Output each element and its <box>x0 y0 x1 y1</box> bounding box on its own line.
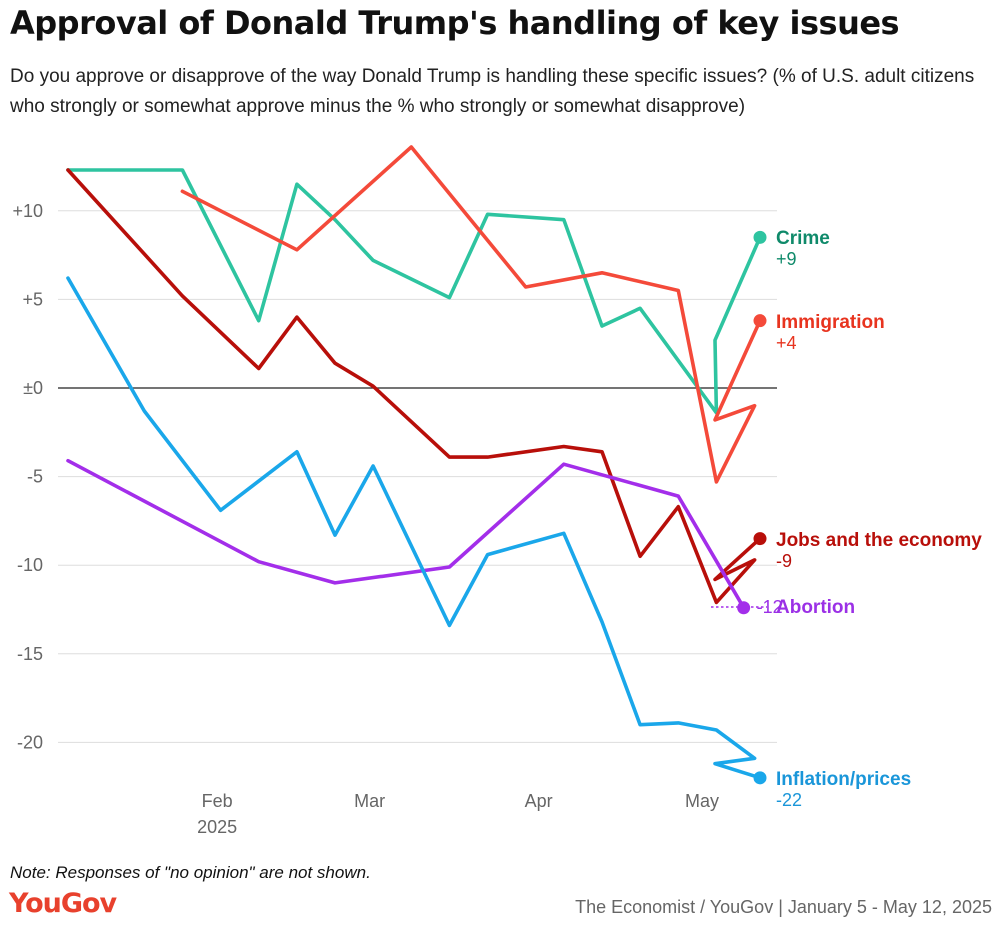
x-axis-ticks: Feb 2025 Mar Apr May <box>197 791 719 837</box>
chart-subtitle: Do you approve or disapprove of the way … <box>10 66 975 117</box>
series-endpoint-jobs-and-the-economy <box>753 532 767 546</box>
x-tick-label: Mar <box>354 791 385 811</box>
series-name-immigration: Immigration <box>776 312 885 333</box>
series-value-inflation-prices: -22 <box>776 790 802 810</box>
y-tick-label: -20 <box>17 732 43 752</box>
series-value-immigration: +4 <box>776 333 797 353</box>
series-value-abortion: -12 <box>757 597 783 617</box>
series-lines <box>66 145 767 785</box>
series-line-inflation-prices <box>66 276 762 780</box>
y-tick-label: -10 <box>17 555 43 575</box>
x-tick-label: Feb <box>202 791 233 811</box>
x-tick-label: May <box>685 791 719 811</box>
y-tick-label: +10 <box>12 201 43 221</box>
series-line-jobs-and-the-economy <box>66 168 762 605</box>
y-tick-label: ±0 <box>23 378 43 398</box>
series-name-jobs-and-the-economy: Jobs and the economy <box>776 530 982 551</box>
y-tick-label: +5 <box>22 289 43 309</box>
series-line-immigration <box>180 145 762 484</box>
line-chart: +10 +5 ±0 -5 -10 -15 -20 Feb 2025 Mar Apr May Crim… <box>12 145 982 837</box>
x-tick-label: Apr <box>525 791 553 811</box>
chart-source: The Economist / YouGov | January 5 - May… <box>575 897 992 917</box>
y-tick-label: -15 <box>17 644 43 664</box>
series-line-crime <box>66 168 762 415</box>
chart-note: Note: Responses of "no opinion" are not … <box>10 863 371 882</box>
series-name-crime: Crime <box>776 228 830 249</box>
gridlines <box>58 210 777 743</box>
series-endpoint-inflation-prices <box>753 771 767 785</box>
series-value-crime: +9 <box>776 249 797 269</box>
chart-title: Approval of Donald Trump's handling of k… <box>10 4 900 42</box>
series-endpoint-crime <box>753 230 767 244</box>
x-tick-sublabel: 2025 <box>197 817 237 837</box>
series-name-abortion: Abortion <box>776 597 855 618</box>
y-axis-ticks: +10 +5 ±0 -5 -10 -15 -20 <box>12 201 43 753</box>
series-line-abortion <box>66 458 746 610</box>
series-name-inflation-prices: Inflation/prices <box>776 769 911 790</box>
series-endpoint-abortion <box>737 601 751 615</box>
yougov-logo: YouGov <box>9 888 117 919</box>
series-value-jobs-and-the-economy: -9 <box>776 551 792 571</box>
series-labels: Crime+9 Immigration+4 Jobs and the economy… <box>711 228 982 810</box>
y-tick-label: -5 <box>27 467 43 487</box>
series-endpoint-immigration <box>753 314 767 328</box>
